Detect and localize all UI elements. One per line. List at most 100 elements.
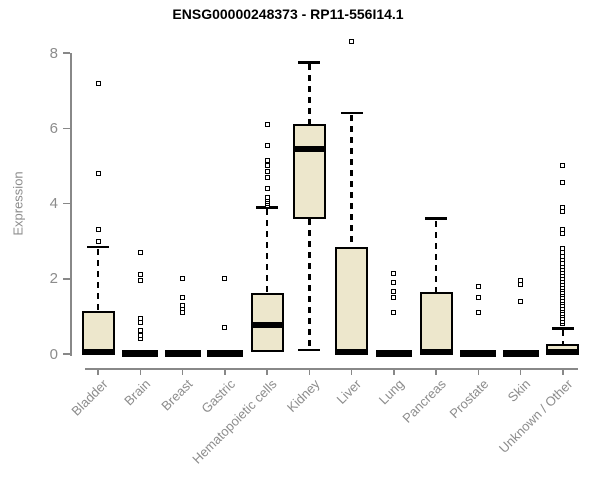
median-pancreas (419, 349, 453, 356)
outlier-point-unknown-other (560, 246, 566, 252)
x-tick-mark (308, 369, 311, 375)
outlier-point-bladder (95, 238, 101, 244)
boxplot-bar-breast (164, 350, 201, 357)
x-tick-mark (393, 369, 395, 375)
x-tick-label: Hematopoietic cells (189, 376, 280, 467)
outlier-point-hematopoietic-cells (264, 169, 270, 175)
outlier-point-brain (137, 278, 143, 284)
outlier-point-brain (137, 249, 143, 255)
x-tick-mark (181, 369, 184, 375)
median-unknown-other (546, 349, 580, 356)
upper-whisker-cap-bladder (87, 245, 109, 249)
outlier-point-bladder (95, 80, 101, 86)
y-axis-title: Expression (10, 171, 26, 236)
outlier-point-gastric (222, 325, 228, 331)
outlier-point-breast (180, 276, 186, 282)
x-tick-label: Brain (121, 376, 154, 409)
upper-whisker-pancreas (434, 220, 438, 292)
x-tick-label: Skin (505, 376, 534, 405)
outlier-point-brain (137, 332, 143, 338)
upper-whisker-kidney (308, 64, 311, 125)
x-tick-label: Lung (375, 376, 407, 408)
x-tick-mark (562, 369, 564, 375)
x-tick-mark (435, 369, 437, 375)
outlier-point-hematopoietic-cells (264, 174, 270, 180)
x-tick-mark (519, 369, 522, 375)
outlier-point-lung (391, 289, 397, 295)
boxplot-bar-gastric (206, 350, 243, 357)
x-tick-mark (477, 369, 480, 375)
outlier-point-prostate (475, 283, 481, 289)
x-tick-mark (97, 369, 99, 375)
outlier-point-prostate (475, 310, 481, 316)
x-tick-mark (350, 369, 353, 375)
lower-whisker-cap-kidney (298, 348, 321, 352)
outlier-point-unknown-other (560, 204, 566, 210)
upper-whisker-hematopoietic-cells (265, 209, 269, 294)
x-tick-label: Prostate (446, 376, 492, 422)
outlier-point-liver (349, 39, 355, 45)
y-tick-label: 4 (49, 195, 58, 212)
outlier-point-unknown-other (560, 163, 566, 169)
upper-whisker-liver (350, 115, 353, 247)
boxplot-bar-lung (375, 350, 412, 357)
outlier-point-bladder (95, 170, 101, 176)
x-tick-label: Liver (333, 376, 365, 407)
outlier-point-unknown-other (560, 227, 566, 233)
boxplot-bar-brain (122, 350, 159, 357)
x-tick-label: Pancreas (399, 376, 450, 426)
outlier-point-hematopoietic-cells (264, 163, 270, 169)
y-axis-line (70, 53, 72, 356)
outlier-point-hematopoietic-cells (264, 121, 270, 127)
upper-whisker-cap-unknown-other (551, 327, 574, 330)
outlier-point-hematopoietic-cells (264, 195, 270, 201)
y-tick-label: 8 (49, 44, 58, 62)
outlier-point-gastric (222, 276, 228, 282)
lower-whisker-kidney (308, 218, 311, 349)
boxplot-bar-prostate (460, 350, 497, 357)
box-bladder (81, 310, 115, 354)
median-bladder (81, 349, 115, 356)
x-tick-mark (224, 369, 226, 375)
y-tick-mark (63, 278, 70, 280)
outlier-point-brain (137, 328, 143, 334)
median-kidney (292, 145, 326, 152)
box-liver (335, 246, 369, 354)
outlier-point-bladder (95, 227, 101, 233)
y-tick-label: 6 (49, 119, 58, 137)
x-tick-label: Breast (158, 376, 196, 414)
box-pancreas (419, 291, 453, 354)
median-liver (335, 349, 369, 356)
outlier-point-breast (180, 302, 186, 308)
y-tick-mark (63, 353, 70, 355)
outlier-point-lung (391, 310, 397, 316)
x-tick-label: Bladder (68, 376, 111, 419)
upper-whisker-cap-pancreas (425, 217, 448, 220)
outlier-point-skin (518, 278, 524, 284)
outlier-point-brain (137, 272, 143, 278)
outlier-point-hematopoietic-cells (264, 185, 270, 191)
y-tick-mark (63, 127, 70, 129)
median-hematopoietic-cells (250, 321, 284, 328)
outlier-point-hematopoietic-cells (264, 157, 270, 163)
upper-whisker-cap-kidney (298, 61, 321, 64)
y-tick-label: 2 (49, 270, 58, 288)
x-tick-label: Gastric (197, 376, 238, 417)
outlier-point-hematopoietic-cells (264, 142, 270, 148)
y-tick-mark (63, 202, 70, 205)
outlier-point-skin (518, 298, 524, 304)
x-axis-line (85, 368, 578, 370)
outlier-point-prostate (475, 295, 481, 301)
x-tick-mark (266, 369, 268, 375)
box-kidney (292, 124, 326, 219)
outlier-point-brain (137, 315, 143, 321)
boxplot-bar-skin (502, 350, 539, 357)
outlier-point-unknown-other (560, 180, 566, 186)
outlier-point-lung (391, 295, 397, 301)
outlier-point-lung (391, 270, 397, 276)
y-tick-mark (63, 52, 70, 54)
outlier-point-lung (391, 280, 397, 285)
upper-whisker-unknown-other (561, 330, 565, 344)
chart-title: ENSG00000248373 - RP11-556I14.1 (172, 6, 404, 22)
